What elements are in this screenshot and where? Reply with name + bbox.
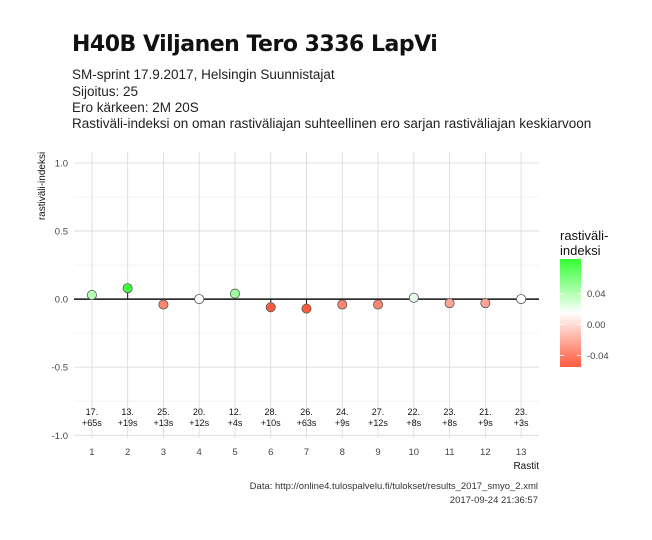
x-tick-label: 1 [89, 447, 94, 458]
timestamp-caption: 2017-09-24 21:36:57 [449, 495, 538, 506]
data-point [229, 288, 240, 299]
point-label-diff: +63s [297, 418, 317, 428]
y-tick-label: 1.0 [55, 158, 68, 169]
y-tick-labels: -1.0 -0.5 0.0 0.5 1.0 [52, 158, 68, 441]
legend-colorbar [560, 259, 581, 367]
point-label-diff: +4s [228, 418, 243, 428]
legend-ticks: 0.04 0.00 -0.04 [560, 289, 609, 362]
data-point [408, 292, 419, 303]
point-label-diff: +65s [82, 418, 102, 428]
x-tick-label: 13 [516, 447, 527, 458]
subtitle-line-1: SM-sprint 17.9.2017, Helsingin Suunnista… [72, 67, 335, 82]
x-axis-title: Rastit [513, 461, 539, 472]
x-tick-label: 8 [340, 447, 345, 458]
y-tick-label: -1.0 [52, 431, 68, 442]
point-label-rank: 26. [300, 407, 313, 417]
legend-tick-label: 0.00 [587, 320, 606, 331]
data-point [337, 299, 348, 310]
y-tick-label: 0.0 [55, 295, 68, 306]
point-label-rank: 17. [86, 407, 99, 417]
point-label-rank: 24. [336, 407, 349, 417]
point-label-diff: +19s [118, 418, 138, 428]
x-tick-labels: 1 2 3 4 5 6 7 8 9 10 11 12 13 [89, 447, 526, 458]
point-label-rank: 12. [229, 407, 242, 417]
legend-title: rastiväli- indeksi [560, 228, 608, 258]
x-tick-label: 4 [197, 447, 202, 458]
legend-tick-label: 0.04 [587, 289, 606, 300]
point-label-diff: +8s [406, 418, 421, 428]
grid-lines [74, 152, 539, 438]
legend-title-line-2: indeksi [560, 243, 601, 258]
y-tick-label: -0.5 [52, 363, 68, 374]
data-point [122, 283, 133, 294]
y-tick-label: 0.5 [55, 226, 68, 237]
data-source-caption: Data: http://online4.tulospalvelu.fi/tul… [249, 481, 538, 492]
x-tick-label: 10 [409, 447, 420, 458]
point-label-diff: +12s [368, 418, 388, 428]
point-label-rank: 21. [479, 407, 492, 417]
point-label-diff: +3s [514, 418, 529, 428]
point-label-diff: +13s [154, 418, 174, 428]
point-label-rank: 28. [264, 407, 277, 417]
legend-title-line-1: rastiväli- [560, 228, 609, 243]
point-label-rank: 23. [515, 407, 528, 417]
point-label-rank: 13. [121, 407, 134, 417]
data-point [301, 303, 312, 314]
data-point [516, 294, 527, 305]
x-tick-label: 3 [161, 447, 166, 458]
x-tick-label: 2 [125, 447, 130, 458]
subtitle-line-4: Rastiväli-indeksi on oman rastiväliajan … [72, 116, 592, 131]
point-label-diff: +10s [261, 418, 281, 428]
point-label-rank: 25. [157, 407, 170, 417]
point-label-rank: 27. [372, 407, 385, 417]
legend-tick-label: -0.04 [587, 351, 609, 362]
chart-title: H40B Viljanen Tero 3336 LapVi [72, 32, 438, 57]
data-point [265, 302, 276, 313]
data-point [373, 299, 384, 310]
x-tick-label: 6 [268, 447, 273, 458]
x-tick-label: 9 [375, 447, 380, 458]
point-label-rank: 20. [193, 407, 206, 417]
subtitle-line-3: Ero kärkeen: 2M 20S [72, 100, 199, 115]
point-annotations: 17.+65s13.+19s25.+13s20.+12s12.+4s28.+10… [82, 407, 529, 428]
subtitle-line-2: Sijoitus: 25 [72, 84, 139, 99]
data-point [194, 294, 205, 305]
data-points [86, 283, 527, 314]
data-point [158, 299, 169, 310]
point-label-diff: +8s [442, 418, 457, 428]
x-tick-label: 7 [304, 447, 309, 458]
x-tick-label: 5 [232, 447, 237, 458]
y-axis-title: rastiväli-indeksi [37, 152, 48, 220]
x-tick-label: 12 [480, 447, 491, 458]
x-tick-label: 11 [445, 447, 455, 458]
data-point [480, 298, 491, 309]
point-label-diff: +12s [189, 418, 209, 428]
point-label-diff: +9s [335, 418, 350, 428]
data-point [444, 298, 455, 309]
point-label-rank: 22. [408, 407, 421, 417]
point-label-rank: 23. [443, 407, 456, 417]
data-point [86, 289, 97, 300]
point-label-diff: +9s [478, 418, 493, 428]
